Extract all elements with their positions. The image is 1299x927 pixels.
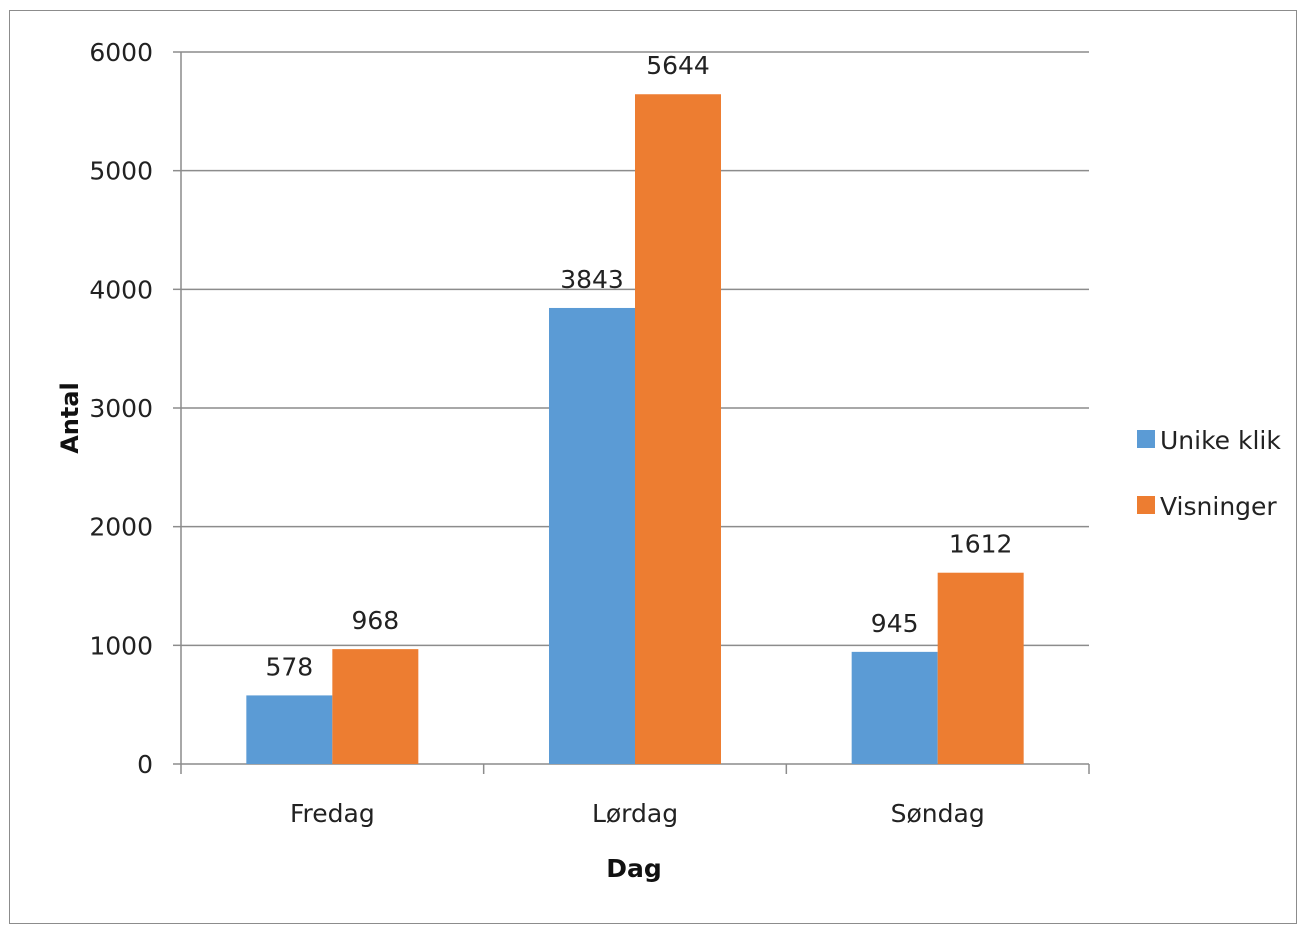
y-tick-label: 3000 (89, 394, 153, 423)
bar-visninger (937, 572, 1024, 764)
x-tick-label: Lørdag (592, 799, 678, 828)
y-tick-label: 4000 (89, 275, 153, 304)
data-label: 578 (265, 652, 313, 681)
data-label: 1612 (949, 530, 1013, 559)
data-label: 5644 (646, 51, 710, 80)
data-label: 968 (351, 606, 399, 635)
data-label: 3843 (560, 265, 624, 294)
data-labels: 0 1000 2000 3000 4000 5000 6000 Fredag 578 968 Lør… (89, 38, 1012, 828)
x-tick-label: Søndag (891, 799, 985, 828)
y-tick-label: 0 (137, 750, 153, 779)
x-axis-title: Dag (606, 854, 662, 883)
legend-swatch (1137, 496, 1155, 514)
y-tick-label: 5000 (89, 157, 153, 186)
legend: Unike klik Visninger (1137, 426, 1281, 521)
y-axis-title: Antal (56, 382, 84, 454)
y-tick-label: 6000 (89, 38, 153, 67)
bar-visninger (332, 649, 419, 764)
bar-unike-klik (851, 651, 938, 764)
bar-visninger (635, 94, 721, 764)
data-label: 945 (871, 609, 919, 638)
x-tick-label: Fredag (290, 799, 375, 828)
y-tick-label: 2000 (89, 513, 153, 542)
legend-label: Visninger (1160, 492, 1277, 521)
y-tick-label: 1000 (89, 631, 153, 660)
bar-unike-klik (246, 695, 333, 764)
legend-label: Unike klik (1160, 426, 1281, 455)
bar-unike-klik (549, 307, 635, 764)
bars (246, 94, 1024, 764)
legend-swatch (1137, 430, 1155, 448)
